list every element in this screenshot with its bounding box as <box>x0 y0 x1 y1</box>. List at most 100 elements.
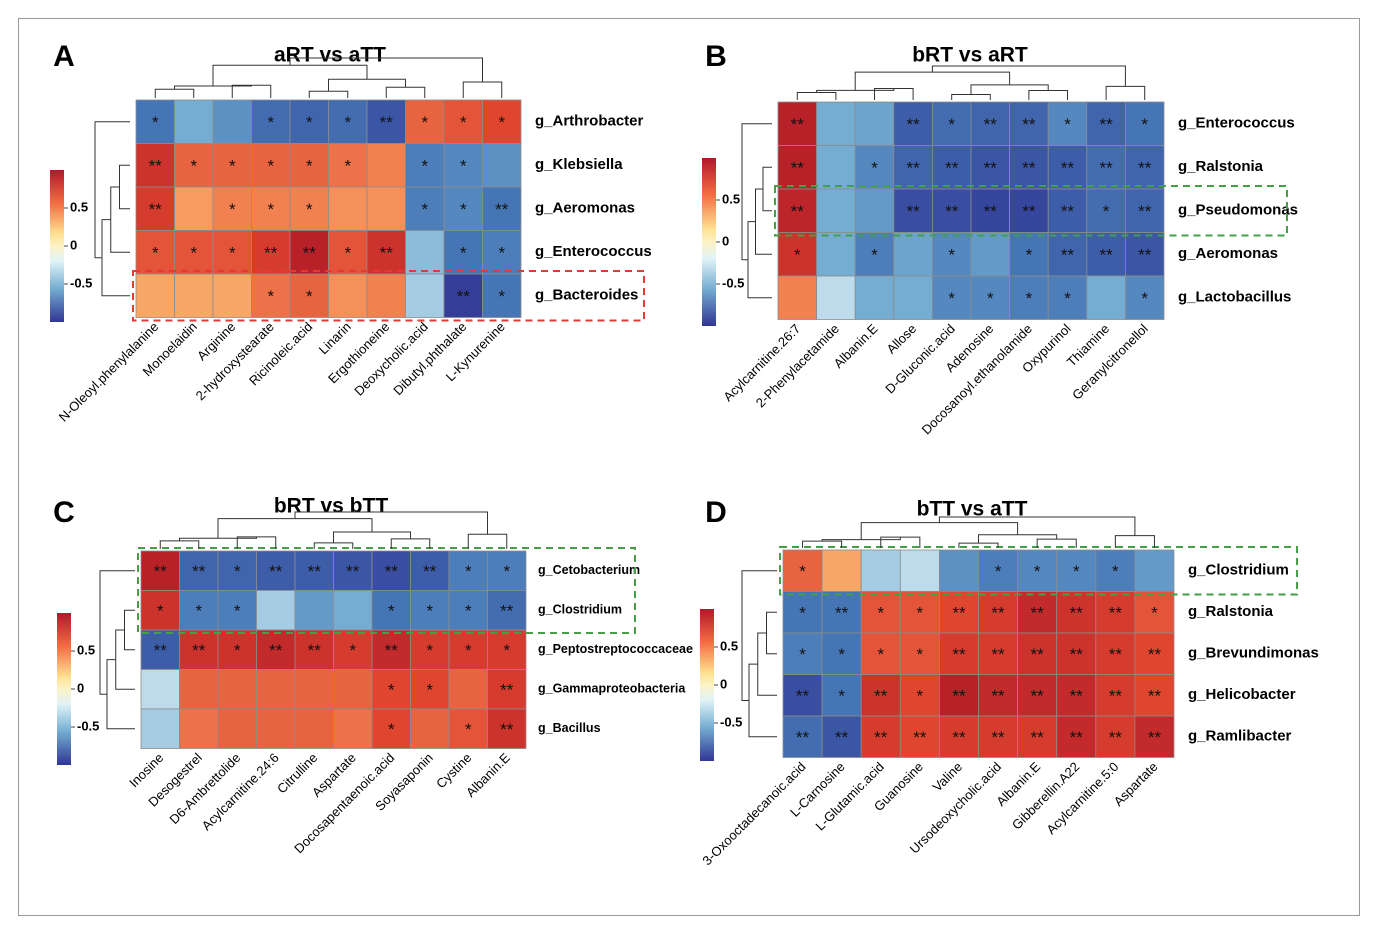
heatmap-cell <box>816 275 856 320</box>
significance-label: * <box>344 156 351 175</box>
heatmap-cell <box>289 186 329 231</box>
row-label: g_Helicobacter <box>1188 686 1296 703</box>
row-dendrogram <box>741 570 777 738</box>
heatmap-cell <box>1047 101 1088 146</box>
significance-label: ** <box>1031 645 1045 664</box>
heatmap-cell <box>294 590 334 631</box>
heatmap-cell <box>371 629 411 670</box>
significance-label: ** <box>984 202 998 221</box>
significance-label: ** <box>500 601 514 620</box>
significance-label: * <box>306 156 313 175</box>
heatmap-cell <box>405 186 445 231</box>
heatmap-cell <box>1134 632 1175 675</box>
significance-label: * <box>267 113 274 132</box>
heatmap-cell <box>1017 632 1058 675</box>
heatmap-cell <box>487 550 527 591</box>
significance-label: * <box>917 645 924 664</box>
row-label: g_Cetobacterium <box>538 563 640 577</box>
heatmap-cell <box>821 632 862 675</box>
significance-label: ** <box>791 202 805 221</box>
heatmap-cell <box>174 99 214 144</box>
significance-label: * <box>152 113 159 132</box>
significance-label: ** <box>1099 245 1113 264</box>
figure-frame <box>18 18 1360 916</box>
significance-label: ** <box>1148 686 1162 705</box>
heatmap-cell <box>1047 232 1088 277</box>
significance-label: ** <box>192 562 206 581</box>
significance-label: ** <box>500 680 514 699</box>
heatmap-cell <box>893 101 933 146</box>
heatmap-cell <box>217 708 257 749</box>
panel-title: bRT vs aRT <box>912 44 1028 67</box>
highlight-box <box>132 270 645 322</box>
heatmap-cell <box>939 549 979 592</box>
significance-label: ** <box>984 115 998 134</box>
heatmap-cell <box>217 669 257 710</box>
significance-label: * <box>1151 603 1158 622</box>
heatmap-cell <box>333 629 373 670</box>
heatmap-cell <box>487 629 527 670</box>
heatmap-cell <box>328 143 368 188</box>
significance-label: * <box>498 243 505 262</box>
heatmap-cell <box>328 99 368 144</box>
colorbar <box>50 170 64 322</box>
significance-label: * <box>421 113 428 132</box>
row-label: g_Enterococcus <box>1178 115 1295 132</box>
heatmap-cell <box>443 273 483 318</box>
heatmap-cell <box>1009 145 1049 190</box>
heatmap-cell <box>854 145 895 190</box>
significance-label: ** <box>796 686 810 705</box>
significance-label: * <box>838 645 845 664</box>
significance-label: * <box>426 641 433 660</box>
significance-label: ** <box>308 641 322 660</box>
panel-label: B <box>705 40 727 73</box>
panel-title: aRT vs aTT <box>274 44 386 67</box>
heatmap-cell <box>1017 591 1058 634</box>
panel-title: bTT vs aTT <box>917 498 1028 521</box>
row-label: g_Enterococcus <box>535 243 652 260</box>
significance-label: * <box>1103 202 1110 221</box>
heatmap-cell <box>487 590 527 631</box>
significance-label: * <box>234 562 241 581</box>
colorbar-tick-label: 0.5 <box>77 642 95 657</box>
column-label: L-Glutamic.acid <box>812 759 886 833</box>
significance-label: * <box>190 156 197 175</box>
heatmap-cell <box>212 273 252 318</box>
heatmap-cell <box>1125 145 1165 190</box>
heatmap-cell <box>860 591 901 634</box>
significance-label: * <box>421 156 428 175</box>
heatmap-cell <box>1095 632 1136 675</box>
significance-label: * <box>498 287 505 306</box>
significance-label: * <box>465 562 472 581</box>
heatmap-cell <box>410 629 450 670</box>
significance-label: * <box>877 603 884 622</box>
colorbar-tick-label: 0 <box>77 680 84 695</box>
heatmap-cell <box>410 708 450 749</box>
panel-label: C <box>53 496 75 529</box>
colorbar-tick-label: 0.5 <box>722 191 740 206</box>
heatmap-cell <box>179 550 219 591</box>
heatmap-cell <box>328 230 368 275</box>
heatmap-cell <box>443 143 483 188</box>
significance-label: * <box>306 113 313 132</box>
heatmap-cell <box>140 590 180 631</box>
column-label: D-Gluconic.acid <box>882 321 957 396</box>
heatmap-cell <box>1056 549 1097 592</box>
significance-label: ** <box>1109 603 1123 622</box>
heatmap-cell <box>328 186 368 231</box>
colorbar-tick-label: -0.5 <box>720 714 742 729</box>
heatmap-cell <box>256 669 296 710</box>
heatmap-cell <box>816 101 856 146</box>
heatmap-cell <box>821 674 862 717</box>
heatmap-cell <box>482 186 522 231</box>
column-label: Allose <box>884 321 920 357</box>
heatmap-cell <box>1134 549 1175 592</box>
colorbar-tick-label: 0 <box>720 676 727 691</box>
significance-label: * <box>426 680 433 699</box>
significance-label: * <box>267 200 274 219</box>
significance-label: * <box>460 156 467 175</box>
heatmap-cell <box>443 186 483 231</box>
